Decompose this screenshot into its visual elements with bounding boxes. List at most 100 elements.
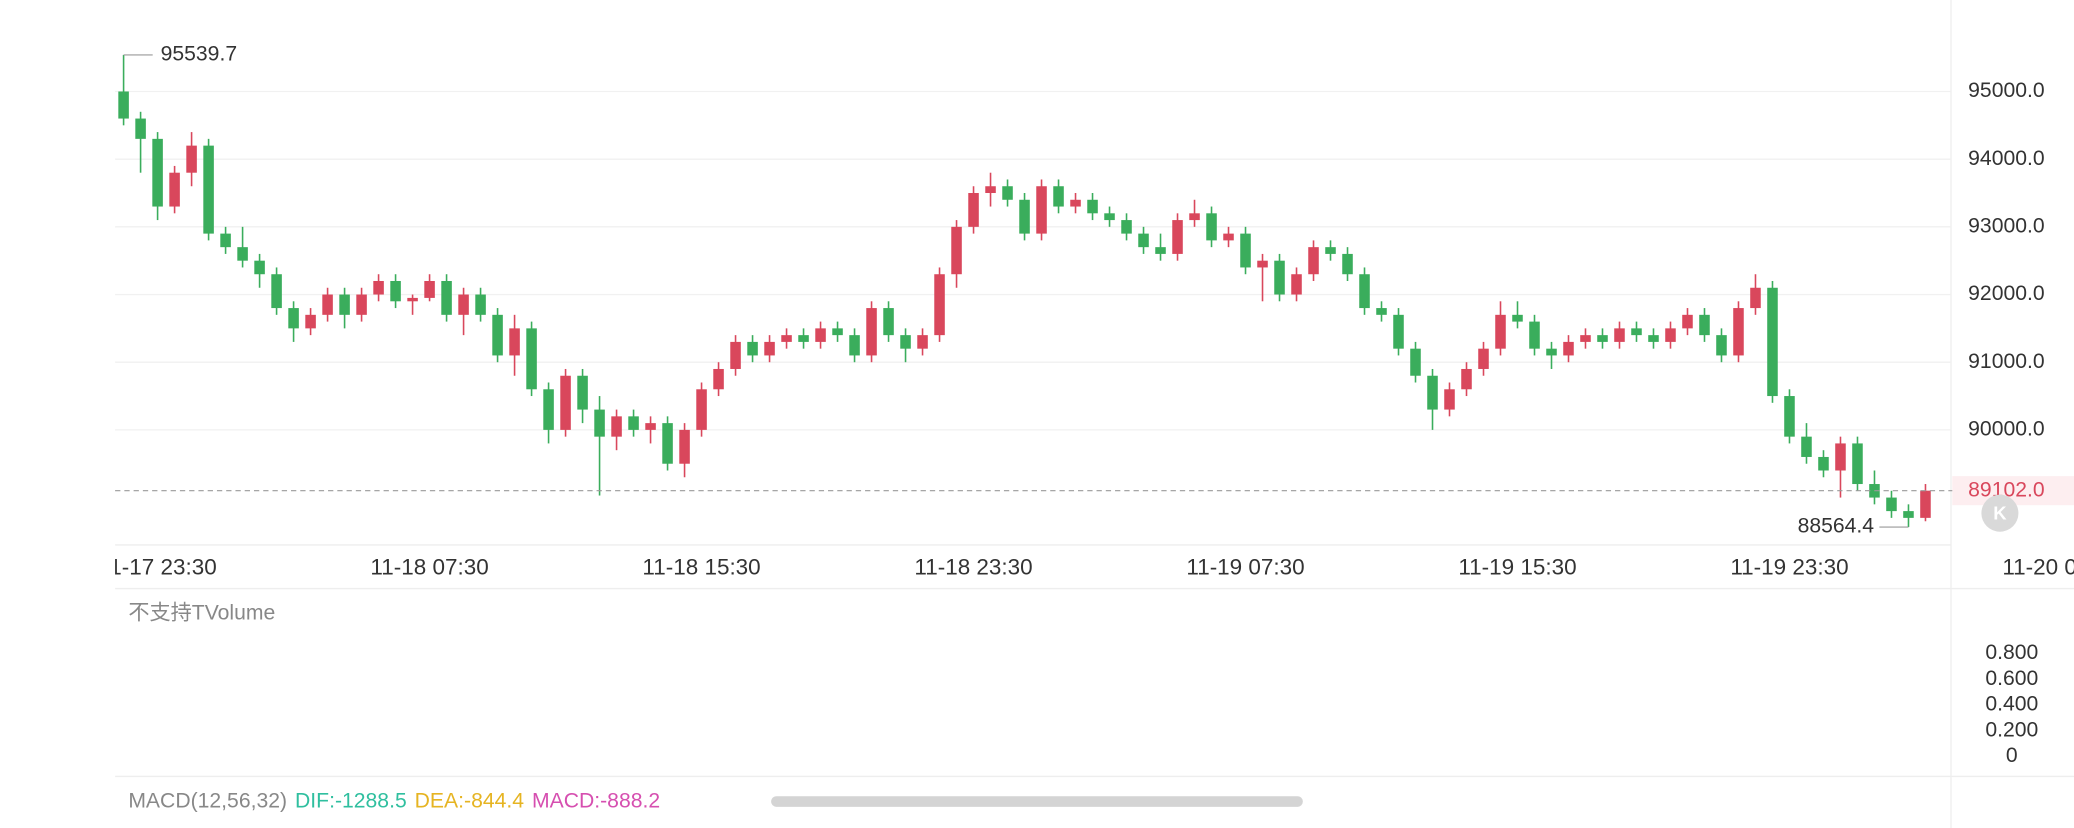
- candle-body: [186, 145, 197, 173]
- candle-body: [220, 233, 231, 248]
- candle-body: [1597, 335, 1608, 342]
- candle-body: [1172, 220, 1183, 254]
- candle-body: [1155, 247, 1166, 254]
- y-tick-label: 0.400: [1985, 693, 2038, 716]
- candle-body: [1087, 199, 1098, 214]
- candle-body: [1393, 314, 1404, 349]
- candle-body: [543, 389, 554, 430]
- legend-text: MACD(12,56,32): [128, 789, 287, 812]
- candle-body: [1920, 490, 1931, 518]
- candle-body: [458, 294, 469, 315]
- candle-body: [832, 328, 843, 336]
- candle-body: [1767, 287, 1778, 397]
- candle-body: [1818, 456, 1829, 471]
- candle-body: [203, 145, 214, 234]
- candle-body: [611, 416, 622, 437]
- candle-body: [509, 328, 520, 356]
- candle-body: [679, 429, 690, 464]
- legend-text: -1288.5: [335, 789, 407, 812]
- candle-body: [1325, 247, 1336, 254]
- candle-body: [951, 226, 962, 275]
- candle-body: [118, 91, 129, 119]
- candle-body: [1427, 375, 1438, 410]
- candle-body: [135, 118, 146, 139]
- candle-body: [730, 341, 741, 369]
- y-tick-label: 0.800: [1985, 641, 2038, 664]
- candle-body: [1512, 314, 1523, 322]
- y-tick-label: 0: [2006, 744, 2018, 767]
- candle-body: [1359, 274, 1370, 309]
- candle-body: [1121, 220, 1132, 234]
- candle-body: [271, 274, 282, 309]
- candle-body: [1138, 233, 1149, 248]
- y-tick-label: 95000.0: [1968, 79, 2044, 102]
- candle-body: [1461, 368, 1472, 390]
- candle-body: [1376, 308, 1387, 315]
- y-tick-label: 92000.0: [1968, 282, 2044, 305]
- candle-body: [1053, 186, 1064, 207]
- candle-body: [169, 172, 180, 207]
- panel-title: 不支持TVolume: [128, 600, 275, 624]
- legend-text: MACD:: [532, 789, 600, 812]
- candle-body: [560, 375, 571, 430]
- candle-body: [900, 335, 911, 349]
- candle-body: [815, 328, 826, 342]
- scrollbar[interactable]: [771, 796, 1303, 807]
- candle-body: [968, 193, 979, 227]
- k-button[interactable]: [1981, 494, 2019, 532]
- candle-body: [1699, 314, 1710, 336]
- candle-body: [1189, 213, 1200, 221]
- candle-body: [1750, 287, 1761, 309]
- y-tick-label: 91000.0: [1968, 350, 2044, 373]
- candle-body: [577, 375, 588, 410]
- candle-body: [781, 335, 792, 342]
- candle-body: [1529, 321, 1540, 349]
- candle-body: [1240, 233, 1251, 268]
- candle-body: [917, 335, 928, 349]
- candle-body: [475, 294, 486, 315]
- k-button-label: K: [1993, 502, 2007, 523]
- candle-body: [1903, 511, 1914, 518]
- candle-body: [1563, 341, 1574, 356]
- candle-body: [1648, 335, 1659, 342]
- candle-body: [407, 297, 418, 302]
- candle-body: [1733, 308, 1744, 356]
- candle-body: [1835, 443, 1846, 471]
- max-label: 95539.7: [161, 43, 237, 66]
- y-tick-label: 0.600: [1985, 667, 2038, 690]
- candle-body: [1206, 213, 1217, 241]
- x-tick-label: 11-18 23:30: [914, 555, 1032, 580]
- candle-body: [526, 328, 537, 390]
- candle-body: [798, 335, 809, 342]
- min-label: 88564.4: [1798, 515, 1875, 538]
- candle-body: [594, 409, 605, 437]
- candle-body: [645, 423, 656, 430]
- y-tick-label: 93000.0: [1968, 214, 2044, 237]
- candle-body: [1852, 443, 1863, 485]
- y-tick-label: 0.200: [1985, 718, 2038, 741]
- candle-body: [1444, 389, 1455, 410]
- candle-body: [849, 335, 860, 356]
- x-tick-label: 11-19 23:30: [1730, 555, 1848, 580]
- candle-body: [1019, 199, 1030, 234]
- candle-body: [237, 247, 248, 261]
- candle-body: [764, 341, 775, 356]
- candle-body: [747, 341, 758, 356]
- legend-text: -844.4: [464, 789, 524, 812]
- candle-body: [1784, 396, 1795, 437]
- last-price-label: 89102.0: [1968, 478, 2044, 501]
- candle-body: [492, 314, 503, 356]
- candle-body: [441, 280, 452, 315]
- candle-body: [934, 274, 945, 336]
- candle-body: [152, 138, 163, 207]
- candle-body: [1716, 335, 1727, 356]
- x-axis: 11-17 23:30 11-18 07:30 11-18 15:30 11-18 2…: [115, 555, 2074, 580]
- candle-body: [1223, 233, 1234, 241]
- candle-body: [1495, 314, 1506, 349]
- candle-body: [866, 308, 877, 356]
- x-tick-label: 11-18 15:30: [642, 555, 760, 580]
- candle-body: [1665, 328, 1676, 342]
- indicator-legend: MACD(12,56,32) DIF:-1288.5 DEA:-844.4 MACD:…: [128, 789, 660, 812]
- candle-body: [985, 186, 996, 194]
